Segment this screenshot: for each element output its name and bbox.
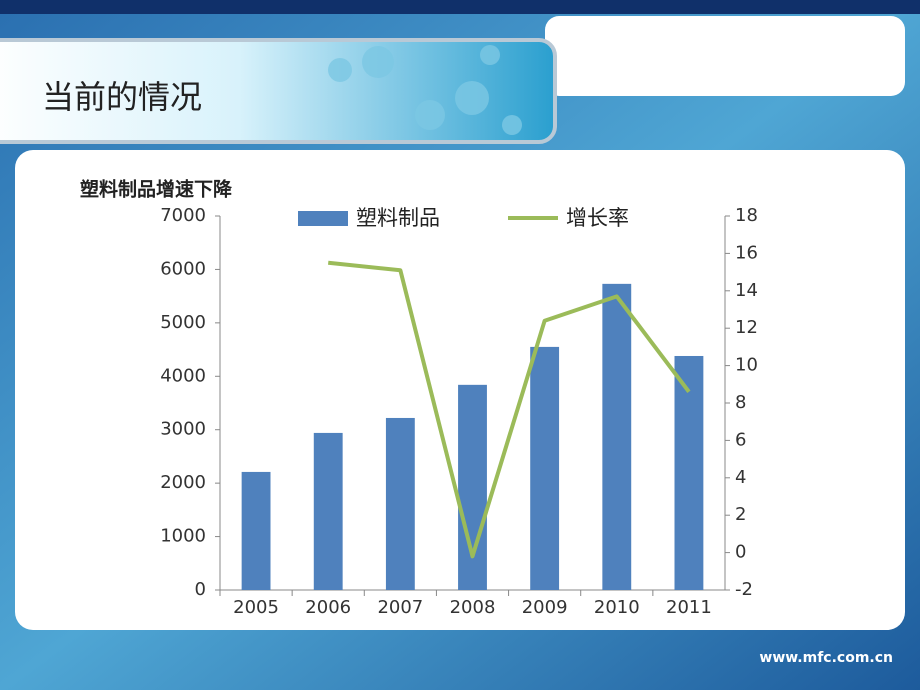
bar bbox=[458, 384, 487, 590]
bar bbox=[313, 432, 343, 590]
x-tick-label: 2005 bbox=[233, 597, 279, 618]
x-tick-label: 2007 bbox=[377, 597, 423, 618]
y2-tick-label: 14 bbox=[735, 280, 758, 301]
y2-tick-label: -2 bbox=[735, 579, 753, 600]
bar bbox=[241, 471, 271, 590]
bar bbox=[602, 283, 632, 590]
legend-swatch bbox=[298, 211, 348, 226]
y2-tick-label: 12 bbox=[735, 317, 758, 338]
y-tick-label: 5000 bbox=[160, 312, 206, 333]
x-tick-label: 2009 bbox=[522, 597, 568, 618]
y-tick-label: 1000 bbox=[160, 526, 206, 547]
y-tick-label: 4000 bbox=[160, 365, 206, 386]
x-tick-label: 2006 bbox=[305, 597, 351, 618]
line bbox=[328, 260, 691, 559]
legend-label: 塑料制品 bbox=[356, 206, 440, 230]
legend-label: 增长率 bbox=[566, 206, 629, 230]
chart-title: 塑料制品增速下降 bbox=[80, 178, 233, 201]
y2-tick-label: 4 bbox=[735, 467, 746, 488]
y-tick-label: 6000 bbox=[160, 258, 206, 279]
top-panel bbox=[545, 16, 905, 96]
chart: 0 1000 2000 3000 4000 5000 6000 7000 -2 0 2 4 6 8 10 12… bbox=[160, 205, 758, 618]
y2-tick-label: 2 bbox=[735, 504, 746, 525]
y2-tick-label: 0 bbox=[735, 542, 746, 563]
x-tick-label: 2011 bbox=[666, 597, 712, 618]
y-tick-label: 7000 bbox=[160, 205, 206, 226]
x-tick-label: 2010 bbox=[594, 597, 640, 618]
slide-title: 当前的情况 bbox=[42, 78, 202, 116]
y2-tick-label: 6 bbox=[735, 429, 746, 450]
y-tick-label: 2000 bbox=[160, 472, 206, 493]
y2-tick-label: 18 bbox=[735, 205, 758, 226]
footer-url: www.mfc.com.cn bbox=[759, 650, 893, 666]
y-tick-label: 0 bbox=[195, 579, 206, 600]
molecule-decoration bbox=[328, 45, 522, 135]
x-tick-label: 2008 bbox=[450, 597, 496, 618]
y-tick-label: 3000 bbox=[160, 419, 206, 440]
y2-tick-label: 16 bbox=[735, 242, 758, 263]
bar bbox=[385, 417, 415, 590]
top-strip bbox=[0, 0, 920, 14]
y2-tick-label: 8 bbox=[735, 392, 746, 413]
bar bbox=[530, 346, 560, 590]
y2-tick-label: 10 bbox=[735, 355, 758, 376]
bar bbox=[674, 355, 704, 590]
